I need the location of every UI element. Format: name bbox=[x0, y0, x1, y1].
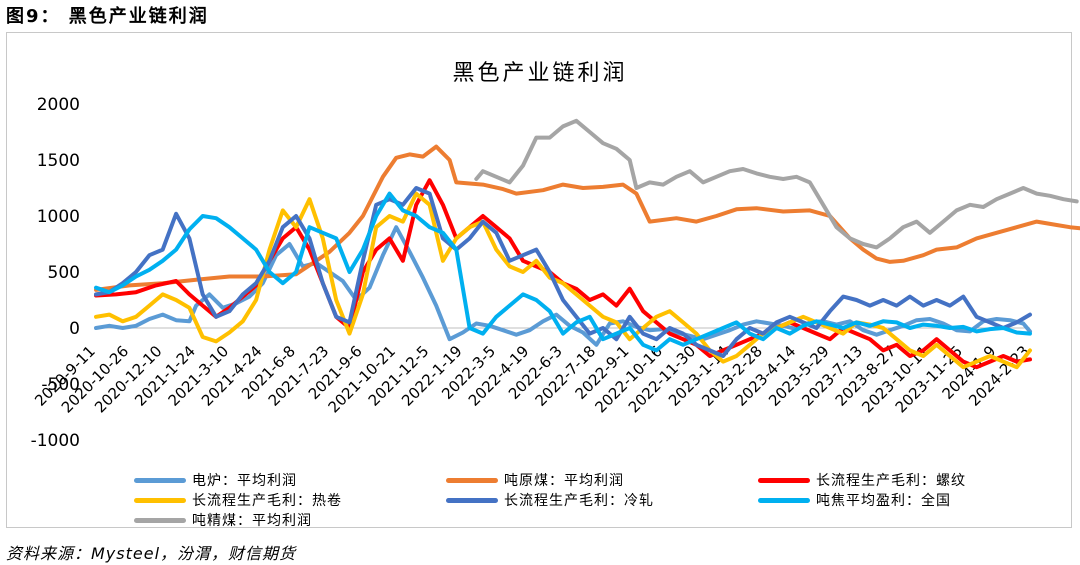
series-group bbox=[94, 118, 1080, 370]
y-tick-label: 2000 bbox=[37, 95, 80, 115]
legend-swatch bbox=[758, 497, 810, 503]
legend-label: 长流程生产毛利：螺纹 bbox=[816, 473, 966, 489]
legend-label: 长流程生产毛利：热卷 bbox=[192, 493, 342, 509]
line-chart: 黑色产业链利润 2000 1500 1000 500 0 -500 -1000 2020-9… bbox=[31, 61, 1080, 451]
series-line-2 bbox=[94, 144, 1080, 292]
series-line-1 bbox=[94, 225, 1032, 347]
figure-label: 图9： 黑色产业链利润 bbox=[6, 6, 209, 27]
y-tick-label: 500 bbox=[48, 263, 80, 283]
series-line-3 bbox=[94, 178, 1032, 370]
legend-item: 长流程生产毛利：热卷 bbox=[134, 490, 342, 510]
legend-item: 吨焦平均盈利：全国 bbox=[758, 490, 951, 510]
legend-swatch bbox=[446, 477, 498, 483]
legend-swatch bbox=[134, 517, 186, 523]
legend-swatch bbox=[134, 477, 186, 483]
source-note: 资料来源：Mysteel，汾渭，财信期货 bbox=[6, 544, 297, 563]
series-line-6 bbox=[94, 191, 1032, 353]
chart-title: 黑色产业链利润 bbox=[452, 61, 627, 86]
legend-item: 吨精煤：平均利润 bbox=[134, 510, 312, 530]
series-line-5 bbox=[94, 186, 1032, 358]
legend-item: 电炉：平均利润 bbox=[134, 470, 297, 490]
y-tick-label: 1500 bbox=[37, 151, 80, 171]
legend-swatch bbox=[134, 497, 186, 503]
x-axis: 2020-9-112020-10-262020-12-102021-1-2420… bbox=[31, 342, 1033, 416]
series-line-7 bbox=[474, 118, 1079, 250]
y-tick-label: 1000 bbox=[37, 207, 80, 227]
legend-label: 长流程生产毛利：冷轧 bbox=[504, 493, 654, 509]
y-axis: 2000 1500 1000 500 0 -500 -1000 bbox=[31, 95, 1030, 451]
legend-label: 吨精煤：平均利润 bbox=[192, 513, 312, 529]
legend-item: 长流程生产毛利：螺纹 bbox=[758, 470, 966, 490]
y-tick-label: -1000 bbox=[31, 431, 80, 451]
y-tick-label: -500 bbox=[41, 375, 80, 395]
legend-label: 吨原煤：平均利润 bbox=[504, 473, 624, 489]
series-line-4 bbox=[94, 191, 1032, 370]
legend-label: 电炉：平均利润 bbox=[192, 473, 297, 489]
chart-frame bbox=[6, 32, 1072, 528]
legend-item: 吨原煤：平均利润 bbox=[446, 470, 624, 490]
legend-swatch bbox=[758, 477, 810, 483]
legend-swatch bbox=[446, 497, 498, 503]
legend-item: 长流程生产毛利：冷轧 bbox=[446, 490, 654, 510]
legend-label: 吨焦平均盈利：全国 bbox=[816, 493, 951, 509]
y-tick-label: 0 bbox=[69, 319, 80, 339]
